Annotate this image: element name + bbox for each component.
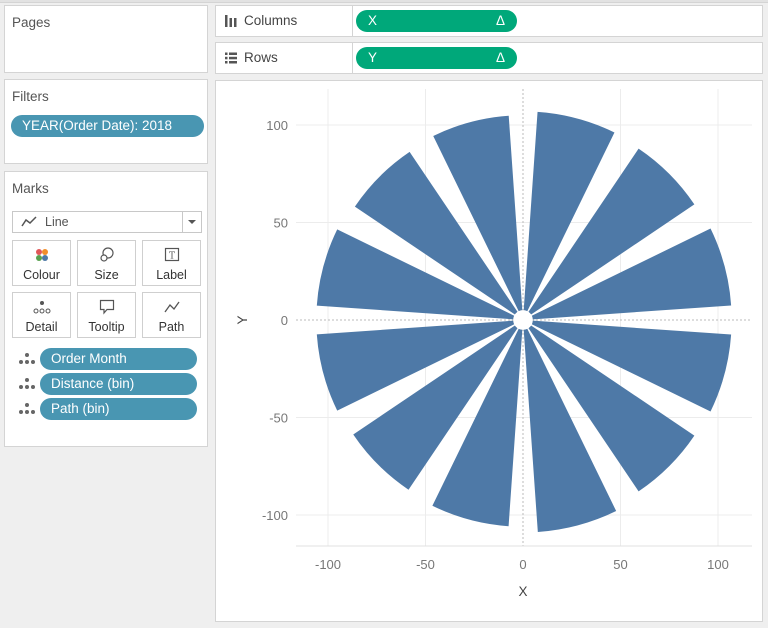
top-strip bbox=[0, 0, 768, 3]
mark-type-label: Line bbox=[45, 215, 69, 229]
colour-button[interactable]: Colour bbox=[12, 240, 71, 286]
x-tick-label: -50 bbox=[416, 557, 435, 572]
view-pane[interactable]: -100 -50 0 50 100 100 50 0 -50 -100 X Y bbox=[215, 80, 763, 622]
marks-title: Marks bbox=[12, 181, 49, 196]
radial-segment bbox=[354, 151, 518, 315]
path-button[interactable]: Path bbox=[142, 292, 201, 338]
line-mark-icon bbox=[21, 216, 37, 231]
radial-segment bbox=[523, 328, 617, 533]
radial-segment bbox=[528, 148, 695, 315]
size-icon bbox=[78, 247, 135, 263]
detail-icon bbox=[18, 377, 36, 391]
detail-icon bbox=[13, 299, 70, 315]
path-label: Path bbox=[158, 320, 185, 334]
marks-card: Marks Line Colour Size T bbox=[4, 171, 208, 447]
radial-segment bbox=[316, 320, 515, 411]
pages-card[interactable]: Pages bbox=[4, 5, 208, 73]
x-tick-label: 100 bbox=[707, 557, 729, 572]
colour-label: Colour bbox=[23, 268, 60, 282]
size-label: Size bbox=[94, 268, 119, 282]
delta-icon: Δ bbox=[495, 50, 505, 65]
delta-icon: Δ bbox=[495, 13, 505, 28]
shelf-divider bbox=[352, 43, 353, 73]
label-label: Label bbox=[156, 268, 187, 282]
label-icon: T bbox=[143, 247, 200, 263]
y-tick-label: 100 bbox=[266, 118, 288, 133]
detail-label: Detail bbox=[25, 320, 58, 334]
filters-title: Filters bbox=[12, 89, 49, 104]
radial-segment bbox=[531, 320, 732, 412]
field-pill-path-bin[interactable]: Path (bin) bbox=[40, 398, 197, 420]
field-pill-distance-bin[interactable]: Distance (bin) bbox=[40, 373, 197, 395]
detail-button[interactable]: Detail bbox=[12, 292, 71, 338]
x-tick-label: 50 bbox=[613, 557, 627, 572]
path-icon bbox=[143, 299, 200, 315]
rows-pill-label: Y bbox=[368, 50, 378, 65]
columns-pill-x[interactable]: X Δ bbox=[356, 10, 517, 32]
field-pill-order-month[interactable]: Order Month bbox=[40, 348, 197, 370]
detail-icon bbox=[18, 352, 36, 366]
size-button[interactable]: Size bbox=[77, 240, 136, 286]
svg-text:T: T bbox=[168, 252, 174, 262]
y-tick-label: 0 bbox=[281, 313, 288, 328]
y-tick-label: -100 bbox=[262, 508, 288, 523]
radial-segment bbox=[432, 328, 523, 527]
colour-icon bbox=[13, 247, 70, 263]
radial-segment bbox=[316, 229, 515, 320]
chevron-down-icon[interactable] bbox=[182, 212, 201, 232]
tooltip-label: Tooltip bbox=[88, 320, 125, 334]
columns-label: Columns bbox=[244, 13, 298, 28]
radial-segment bbox=[528, 325, 695, 492]
label-button[interactable]: T Label bbox=[142, 240, 201, 286]
tooltip-button[interactable]: Tooltip bbox=[77, 292, 136, 338]
radial-segment bbox=[353, 325, 518, 490]
rows-label: Rows bbox=[244, 50, 278, 65]
x-axis-title: X bbox=[518, 584, 527, 599]
radial-segment bbox=[523, 111, 615, 312]
radial-segment bbox=[433, 115, 523, 312]
y-tick-label: -50 bbox=[269, 411, 288, 426]
columns-pill-label: X bbox=[368, 13, 378, 28]
y-tick-label: 50 bbox=[274, 216, 288, 231]
detail-icon bbox=[18, 402, 36, 416]
shelf-divider bbox=[352, 6, 353, 36]
rows-pill-y[interactable]: Y Δ bbox=[356, 47, 517, 69]
radial-segment bbox=[531, 228, 732, 320]
filter-pill-year-order-date[interactable]: YEAR(Order Date): 2018 bbox=[11, 115, 204, 137]
filters-card[interactable]: Filters YEAR(Order Date): 2018 bbox=[4, 79, 208, 164]
radial-chart[interactable]: -100 -50 0 50 100 100 50 0 -50 -100 X Y bbox=[216, 81, 762, 621]
rows-icon bbox=[224, 51, 238, 65]
rows-shelf[interactable]: Rows Y Δ bbox=[215, 42, 763, 74]
mark-type-dropdown[interactable]: Line bbox=[12, 211, 202, 233]
x-tick-label: 0 bbox=[519, 557, 526, 572]
x-tick-label: -100 bbox=[315, 557, 341, 572]
center-hole bbox=[513, 310, 533, 330]
columns-shelf[interactable]: Columns X Δ bbox=[215, 5, 763, 37]
tooltip-icon bbox=[78, 299, 135, 315]
columns-icon bbox=[224, 14, 238, 28]
pages-title: Pages bbox=[12, 15, 51, 30]
y-axis-title: Y bbox=[235, 315, 250, 324]
